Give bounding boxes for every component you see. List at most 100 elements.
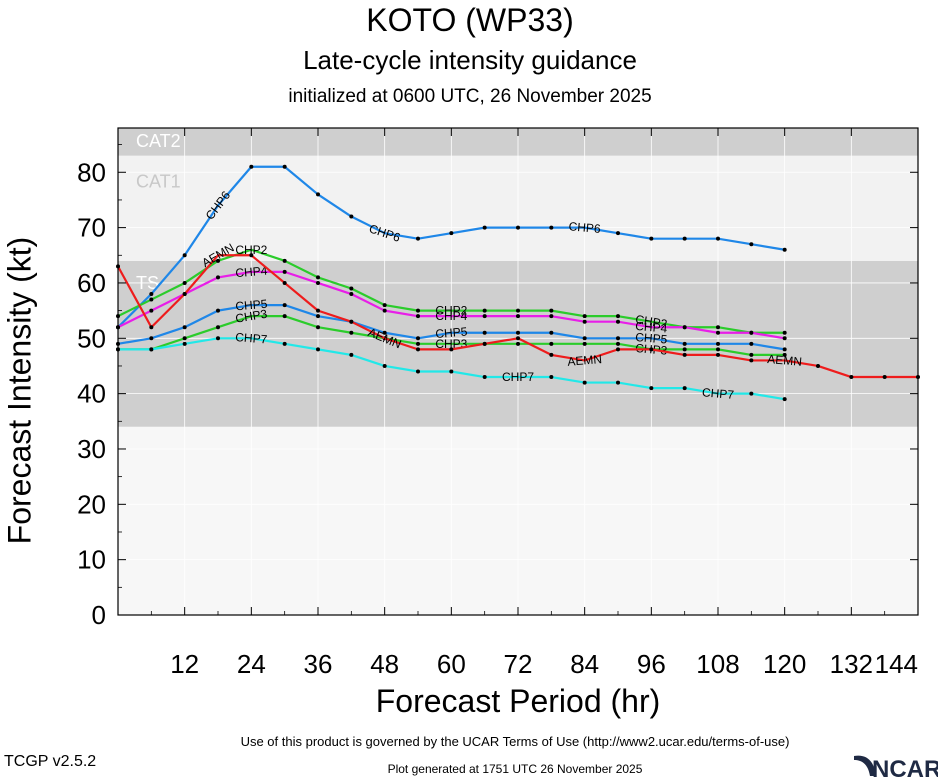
data-point	[182, 253, 187, 258]
data-point	[349, 330, 354, 335]
data-point	[182, 292, 187, 297]
data-point	[716, 352, 720, 357]
x-tick-label: 96	[637, 649, 666, 679]
data-point	[182, 280, 187, 285]
chart-axes: 0 10 20 30 40 50 60 70 80 12 24 36 48 60 72 84 96 108 120 1…	[77, 127, 919, 679]
data-point	[282, 341, 287, 346]
data-point	[749, 242, 754, 247]
data-point	[582, 314, 587, 319]
data-point	[349, 352, 354, 357]
data-point	[782, 347, 787, 352]
data-point	[349, 214, 354, 219]
data-point	[582, 336, 587, 341]
data-point	[149, 336, 154, 341]
version-label: TCGP v2.5.2	[4, 753, 97, 770]
series-label-chp4: CHP4	[635, 319, 668, 336]
data-point	[516, 330, 520, 335]
data-point	[416, 314, 420, 319]
generated-time: Plot generated at 1751 UTC 26 November 2…	[387, 762, 643, 776]
data-point	[716, 236, 720, 241]
data-point	[816, 363, 820, 368]
data-point	[149, 308, 154, 313]
series-label-chp4: CHP4	[435, 309, 467, 323]
data-point	[749, 352, 754, 357]
series-label-chp5: CHP5	[435, 324, 468, 341]
series-label-chp5: CHP5	[635, 330, 668, 347]
data-point	[349, 286, 354, 291]
data-point	[449, 347, 454, 352]
data-point	[549, 375, 554, 380]
chart-grid	[118, 128, 919, 616]
x-tick-label: 144	[875, 649, 918, 679]
y-tick-label: 20	[77, 489, 106, 519]
data-point	[316, 347, 320, 352]
data-point	[316, 308, 320, 313]
series-label-chp5: CHP5	[235, 297, 268, 314]
y-tick-label: 70	[77, 213, 106, 243]
x-tick-label: 108	[696, 649, 739, 679]
x-tick-label: 120	[763, 649, 806, 679]
series-label-chp6: CHP6	[568, 219, 601, 236]
chart-subtitle: Late-cycle intensity guidance	[303, 45, 637, 75]
initialization-time: initialized at 0600 UTC, 26 November 202…	[288, 86, 652, 107]
y-tick-label: 50	[77, 323, 106, 353]
data-point	[282, 258, 287, 263]
data-point	[416, 308, 420, 313]
y-tick-label: 0	[92, 600, 106, 630]
data-point	[416, 336, 420, 341]
data-point	[649, 386, 654, 391]
data-point	[682, 341, 687, 346]
data-point	[549, 341, 554, 346]
series-chp4: CHP4 CHP4 CHP4	[116, 264, 787, 341]
data-point	[382, 308, 387, 313]
data-point	[649, 347, 654, 352]
data-point	[182, 336, 187, 341]
y-tick-label: 10	[77, 545, 106, 575]
data-point	[349, 292, 354, 297]
series-label-chp7: CHP7	[701, 385, 734, 402]
data-point	[516, 225, 520, 230]
data-point	[616, 314, 620, 319]
data-point	[616, 336, 620, 341]
data-point	[216, 325, 220, 330]
series-label-chp3: CHP3	[234, 307, 268, 326]
data-point	[682, 236, 687, 241]
data-point	[282, 269, 287, 274]
data-point	[682, 352, 687, 357]
data-point	[316, 314, 320, 319]
data-point	[216, 275, 220, 280]
data-point	[649, 236, 654, 241]
data-point	[749, 391, 754, 396]
y-tick-label: 80	[77, 157, 106, 187]
data-point	[182, 325, 187, 330]
chart-title: KOTO (WP33)	[366, 2, 574, 38]
data-point	[616, 347, 620, 352]
data-point	[316, 325, 320, 330]
data-point	[716, 330, 720, 335]
data-point	[249, 253, 254, 258]
series-label-chp4: CHP4	[235, 264, 268, 281]
data-point	[382, 303, 387, 308]
series-label-chp2: CHP2	[435, 304, 467, 318]
data-point	[716, 325, 720, 330]
x-tick-label: 60	[437, 649, 466, 679]
band-label-cat2: CAT2	[136, 131, 181, 151]
x-tick-label: 72	[504, 649, 533, 679]
data-point	[382, 330, 387, 335]
data-point	[716, 341, 720, 346]
data-point	[416, 341, 420, 346]
y-tick-label: 30	[77, 434, 106, 464]
series-chp7: CHP7 CHP7 CHP7	[116, 330, 787, 402]
x-tick-label: 12	[170, 649, 199, 679]
data-point	[549, 225, 554, 230]
series-label-chp7: CHP7	[502, 370, 534, 384]
series-label-aemn: AEMN	[767, 352, 803, 369]
series-chp5: CHP5 CHP5 CHP5	[116, 297, 787, 352]
data-point	[616, 319, 620, 324]
data-point	[749, 358, 754, 363]
data-point	[616, 380, 620, 385]
data-point	[516, 336, 520, 341]
data-point	[782, 352, 787, 357]
data-point	[282, 164, 287, 169]
y-axis-label: Forecast Intensity (kt)	[1, 236, 38, 545]
